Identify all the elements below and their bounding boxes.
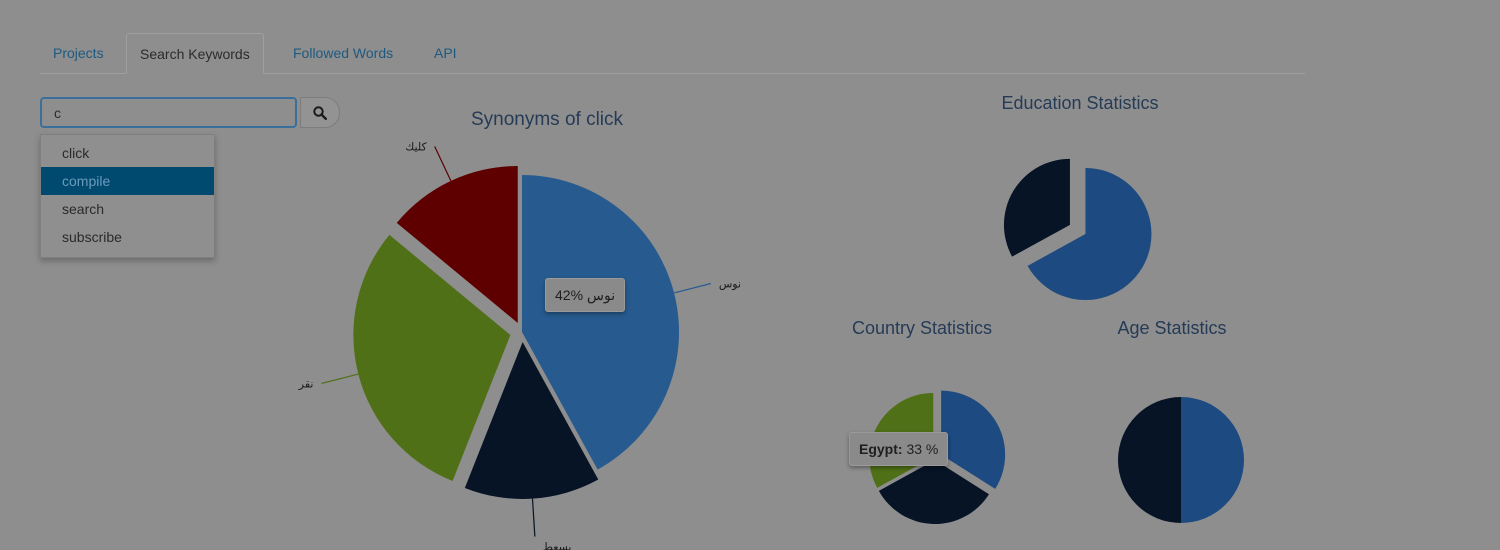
- education-pie: [1003, 158, 1152, 301]
- pie-slice-label: كليك: [405, 141, 427, 154]
- tab-search-keywords[interactable]: Search Keywords: [126, 33, 264, 74]
- pie-slice-label: نوس: [719, 278, 741, 291]
- tab-projects[interactable]: Projects: [53, 45, 104, 61]
- pie-slice-label: نقر: [298, 377, 314, 390]
- pie-slice[interactable]: [396, 165, 518, 323]
- pie-slice-label: بسعط: [543, 541, 572, 550]
- age-chart-title: Age Statistics: [1117, 318, 1227, 338]
- tab-api[interactable]: API: [434, 45, 457, 61]
- search-button[interactable]: [300, 97, 340, 128]
- suggestion-item-subscribe[interactable]: subscribe: [62, 229, 122, 245]
- pie-slice[interactable]: [1118, 397, 1181, 523]
- search-input[interactable]: [40, 97, 297, 128]
- pie-label-connector: [321, 373, 359, 385]
- pie-slice[interactable]: [878, 459, 989, 524]
- pie-slice[interactable]: [1181, 397, 1244, 523]
- pie-slice[interactable]: [464, 341, 599, 499]
- age-pie: [1118, 397, 1244, 523]
- suggestion-item-click[interactable]: click: [62, 145, 90, 161]
- pie-slice[interactable]: [1003, 158, 1070, 257]
- suggestion-item-search[interactable]: search: [62, 201, 105, 217]
- country-tooltip: Egypt: 33 %: [849, 432, 949, 466]
- nav-tabs: Projects Search Keywords Followed Words …: [40, 33, 1305, 74]
- synonyms-tooltip-value: 42%: [555, 287, 584, 303]
- suggestion-item-compile[interactable]: compile: [41, 167, 214, 195]
- pie-slice[interactable]: [941, 390, 1006, 489]
- pie-label-connector: [673, 282, 712, 294]
- tab-followed-words[interactable]: Followed Words: [293, 45, 394, 61]
- synonyms-pie: نوس بسعط نقر كليك: [298, 141, 741, 550]
- synonyms-chart-title: Synonyms of click: [470, 109, 624, 130]
- synonyms-tooltip-label: نوس: [586, 287, 616, 303]
- pie-slice[interactable]: [353, 234, 511, 481]
- suggestions-dropdown: click compile search subscribe: [40, 134, 215, 258]
- pie-label-connector: [434, 146, 452, 182]
- pie-slice[interactable]: [1027, 168, 1152, 301]
- country-tooltip-label: Egypt: [859, 441, 898, 457]
- pie-label-connector: [531, 498, 536, 537]
- education-chart-title: Education Statistics: [1001, 93, 1159, 113]
- country-tooltip-value: 33 %: [906, 441, 939, 457]
- synonyms-tooltip: 42% نوس: [545, 278, 626, 312]
- pie-slice[interactable]: [522, 175, 679, 470]
- search-icon: [313, 106, 327, 120]
- country-chart-title: Country Statistics: [851, 318, 993, 338]
